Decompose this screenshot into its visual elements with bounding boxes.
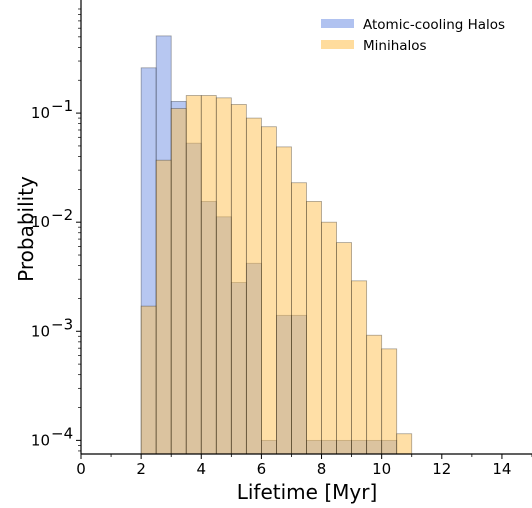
minihalo-bar [185,95,202,455]
minihalo-bar [140,305,157,455]
minihalo-bar [230,104,247,455]
y-tick-label: 10 [31,213,50,231]
x-tick-label: 0 [76,460,86,478]
minihalo-bar [351,280,368,455]
minihalo-bar [336,242,353,455]
x-tick-label: 10 [372,460,391,478]
y-tick-exponent: −2 [51,206,73,224]
legend-label-atomic-cooling: Atomic-cooling Halos [363,17,505,33]
x-tick-label: 8 [317,460,327,478]
minihalo-bar [396,433,413,455]
minihalo-bar [366,334,383,455]
y-axis-label: Probability [14,176,38,282]
minihalo-bar [381,348,398,455]
legend-swatch-atomic-cooling [321,19,354,28]
legend-swatch-minihalos [321,40,354,49]
legend-label-minihalos: Minihalos [363,38,427,54]
x-tick-label: 6 [257,460,267,478]
y-tick-exponent: −3 [51,315,73,333]
x-tick-label: 2 [136,460,146,478]
minihalo-bar [215,97,232,455]
minihalo-bar [276,146,292,455]
minihalo-bar [155,159,172,455]
bars-layer [140,35,413,455]
x-tick-label: 4 [196,460,206,478]
minihalo-bar [170,108,187,455]
minihalo-bar [291,182,307,455]
y-tick-label: 10 [31,104,50,122]
minihalo-bar [260,126,277,455]
minihalo-bar [306,201,322,455]
y-tick-exponent: −4 [51,424,73,442]
minihalo-bar [245,117,262,455]
minihalo-bar [321,221,337,455]
y-tick-label: 10 [31,431,50,449]
y-tick-exponent: −1 [51,97,73,115]
legend: Atomic-cooling Halos Minihalos [321,17,505,54]
x-tick-label: 12 [432,460,451,478]
x-axis-label: Lifetime [Myr] [237,480,378,504]
x-tick-label: 14 [492,460,511,478]
minihalo-bar [200,95,217,455]
y-tick-label: 10 [31,322,50,340]
